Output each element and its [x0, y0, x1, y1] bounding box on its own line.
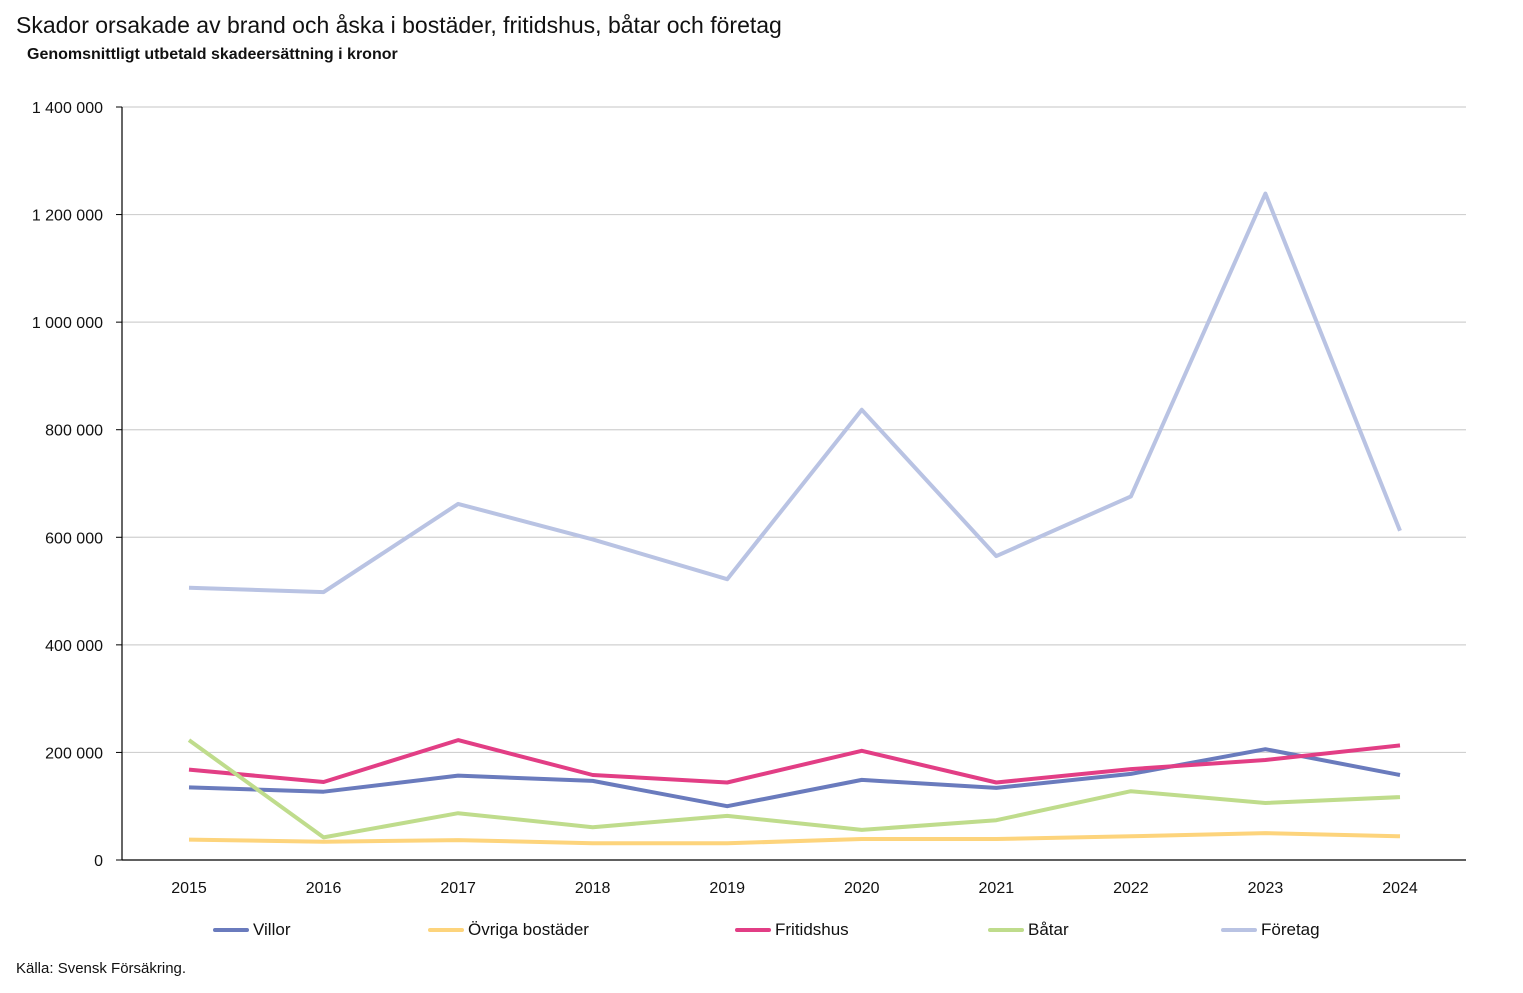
gridlines	[122, 106, 1466, 754]
legend-label: Fritidshus	[775, 920, 849, 939]
legend-swatch	[428, 928, 464, 932]
x-tick-label: 2018	[575, 880, 611, 897]
y-tick-label: 400 000	[45, 638, 103, 655]
x-tick-label: 2023	[1248, 880, 1284, 897]
axes	[116, 106, 1466, 861]
legend: Villor Övriga bostäder Fritidshus Båtar Före…	[0, 915, 1523, 945]
x-tick-label: 2019	[709, 880, 745, 897]
legend-label: Övriga bostäder	[468, 920, 589, 939]
legend-item: Företag	[1221, 915, 1320, 945]
x-tick-label: 2024	[1382, 880, 1418, 897]
x-tick-label: 2020	[844, 880, 880, 897]
legend-swatch	[213, 928, 249, 932]
legend-label: Företag	[1261, 920, 1320, 939]
x-tick-label: 2015	[171, 880, 207, 897]
legend-swatch	[1221, 928, 1257, 932]
x-tick-label: 2017	[440, 880, 476, 897]
series-line-4	[187, 738, 1401, 840]
y-tick-label: 200 000	[45, 745, 103, 762]
y-tick-label: 800 000	[45, 423, 103, 440]
y-tick-label: 1 400 000	[32, 100, 103, 117]
legend-item: Båtar	[988, 915, 1069, 945]
legend-item: Villor	[213, 915, 290, 945]
legend-label: Båtar	[1028, 920, 1069, 939]
series-line-3	[188, 738, 1401, 785]
series-line-1	[188, 747, 1401, 809]
x-tick-label: 2021	[979, 880, 1015, 897]
legend-swatch	[988, 928, 1024, 932]
y-tick-label: 1 200 000	[32, 208, 103, 225]
chart-title: Skador orsakade av brand och åska i bost…	[16, 12, 782, 38]
legend-item: Övriga bostäder	[428, 915, 589, 945]
y-tick-label: 0	[94, 853, 103, 870]
tick-labels: 0 200 000 400 000 600 000 800 000 1 000 000 1 …	[32, 100, 1418, 897]
legend-swatch	[735, 928, 771, 932]
x-tick-label: 2016	[306, 880, 342, 897]
y-tick-label: 1 000 000	[32, 315, 103, 332]
source-note: Källa: Svensk Försäkring.	[16, 960, 187, 977]
line-chart: 0 200 000 400 000 600 000 800 000 1 000 000 1 …	[32, 100, 1466, 897]
chart-subtitle: Genomsnittligt utbetald skadeersättning …	[27, 46, 398, 63]
series-line-5	[188, 191, 1402, 595]
series-line-2	[188, 831, 1401, 846]
x-tick-label: 2022	[1113, 880, 1149, 897]
legend-label: Villor	[253, 920, 291, 939]
y-tick-label: 600 000	[45, 530, 103, 547]
series-lines	[187, 191, 1402, 846]
legend-item: Fritidshus	[735, 915, 849, 945]
